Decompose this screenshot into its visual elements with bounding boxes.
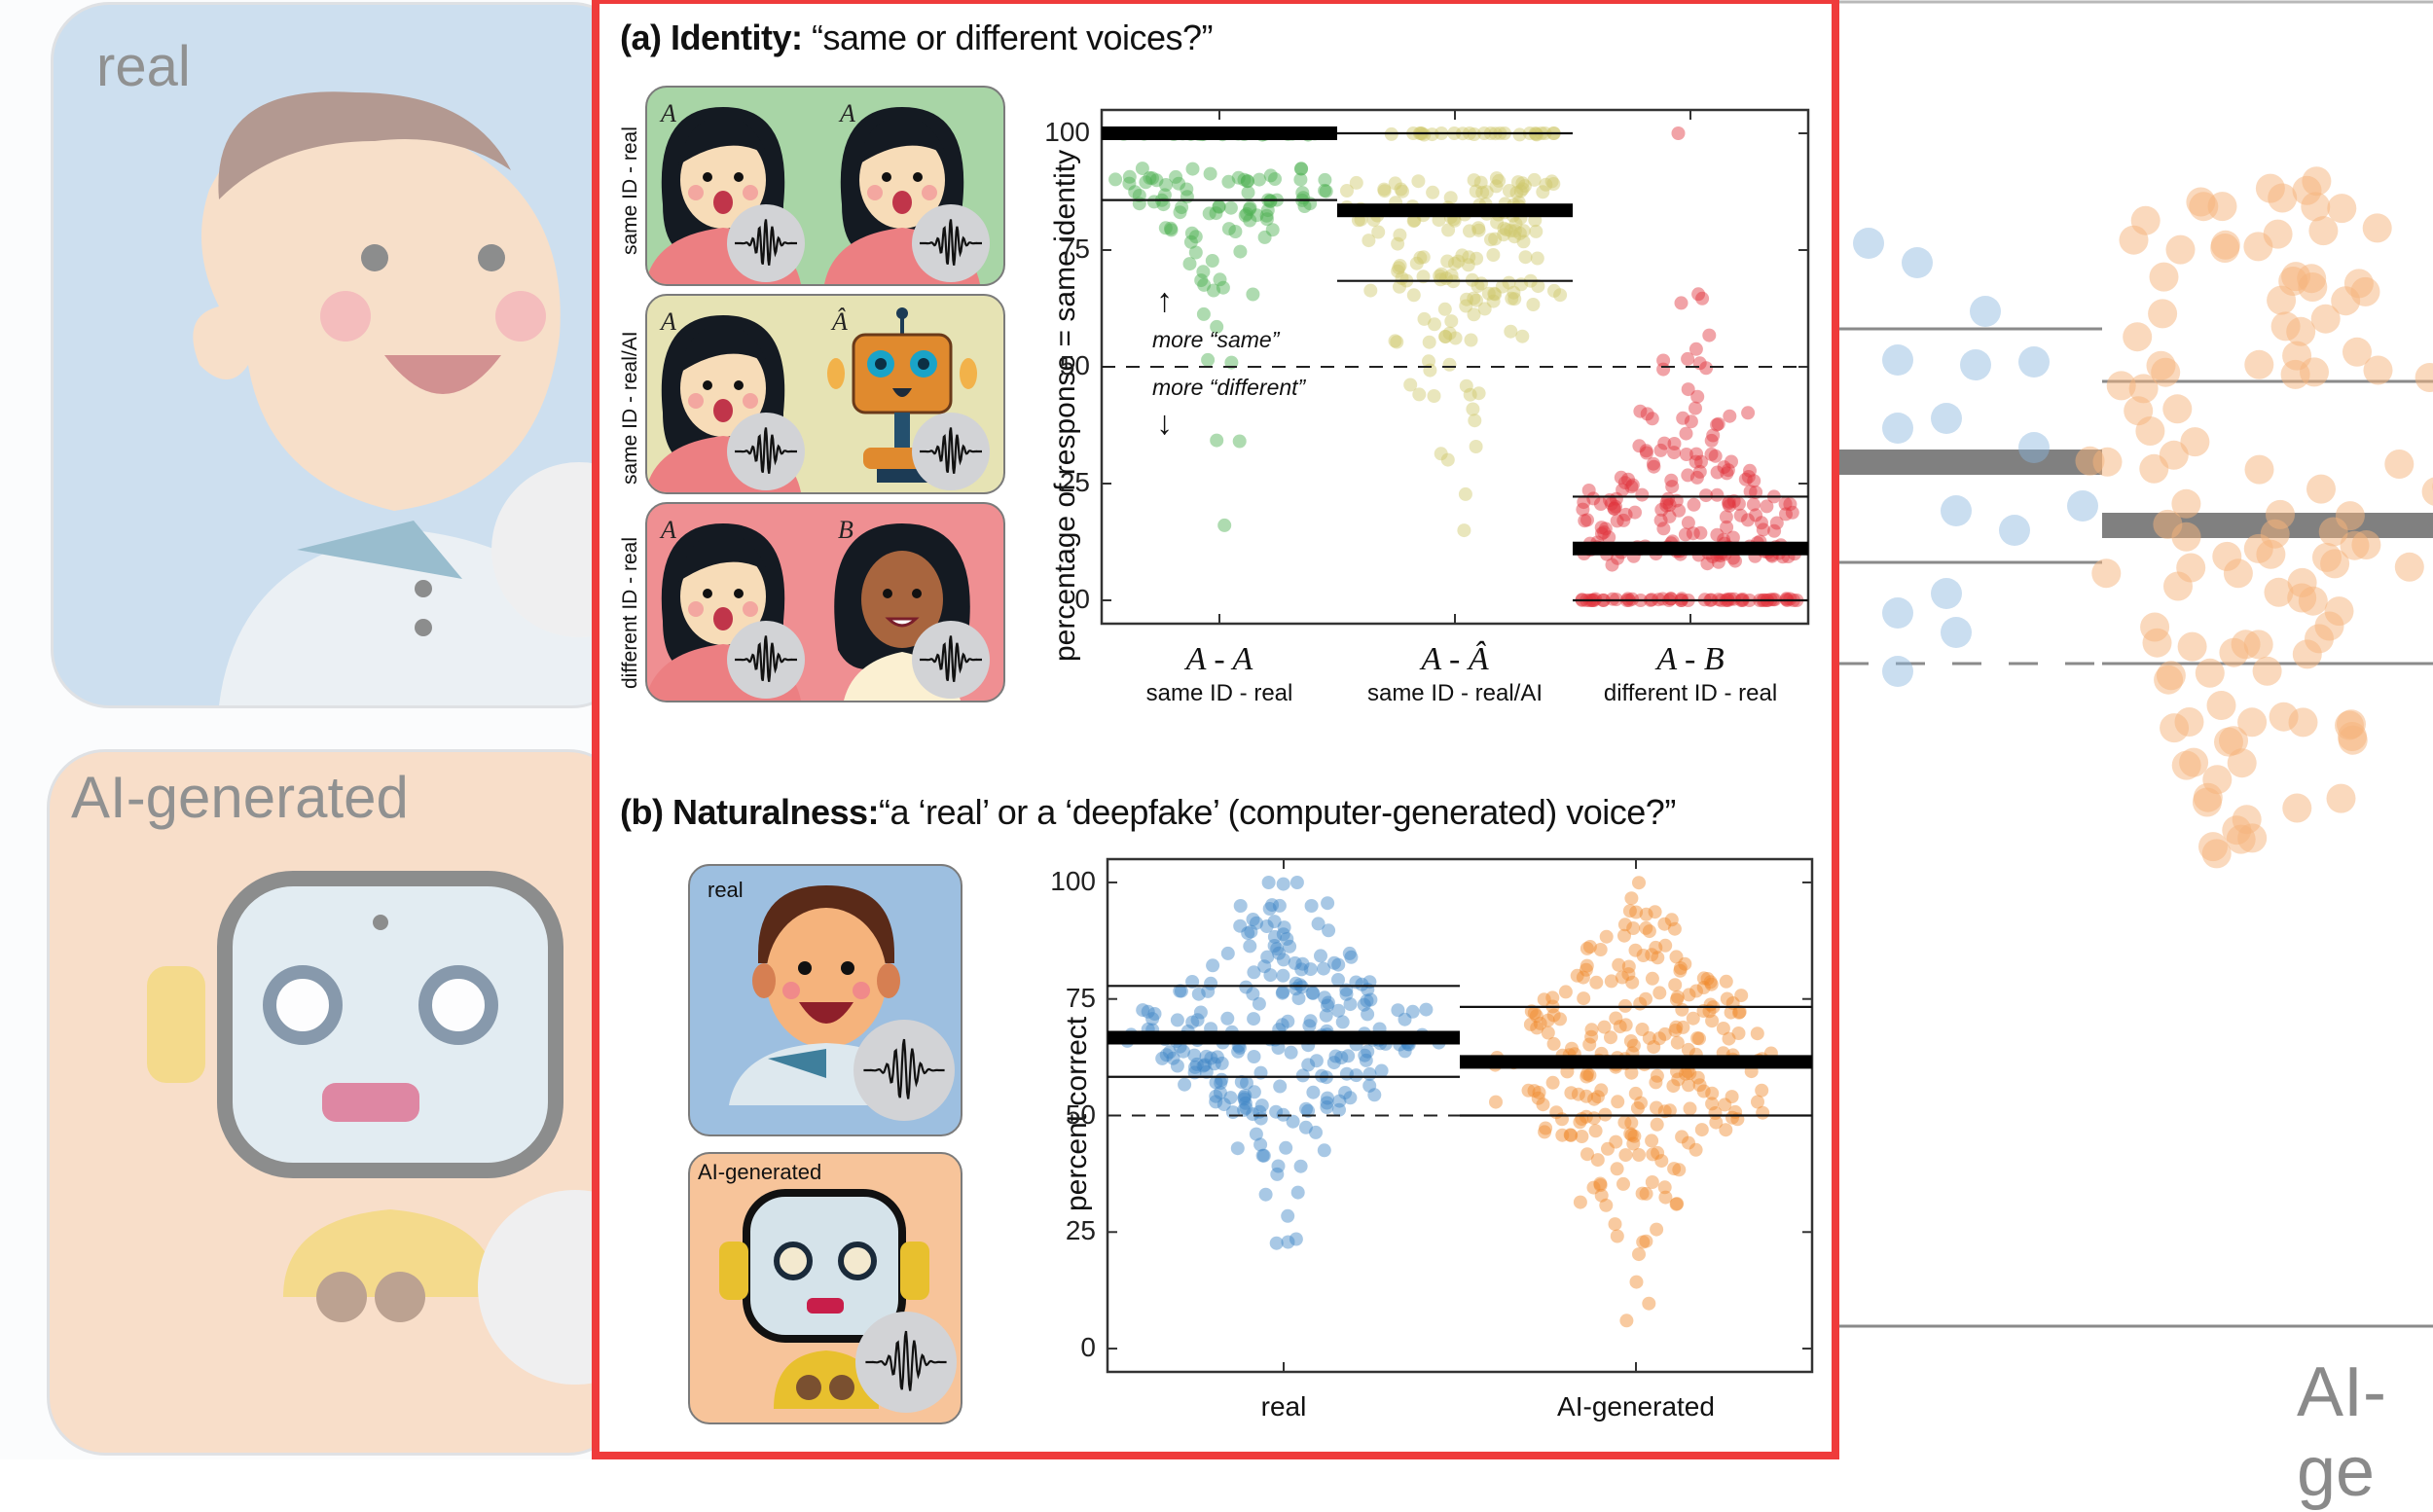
x-category-name: real (1260, 1391, 1307, 1422)
grey-robot-illustration-icon (719, 1189, 957, 1413)
panel-a-title-bold: (a) Identity: (620, 18, 803, 57)
bg-right-chart-fragment (1839, 0, 2433, 1328)
x-category-name: AI-generated (1557, 1391, 1715, 1422)
x-category-label: A - A same ID - real (1073, 641, 1365, 707)
stimulus-card-ai-generated: AI-generated (688, 1152, 962, 1424)
bg-right-partial-label: AI-ge (2297, 1353, 2387, 1511)
panel-a-title: (a) Identity: “same or different voices?… (620, 18, 1214, 58)
voice-letter-left: A (661, 307, 676, 336)
man-illustration-icon (729, 885, 955, 1121)
x-category-name: different ID - real (1603, 680, 1778, 706)
y-tick-label: 50 (1065, 1098, 1096, 1130)
row-label-different-id-real: different ID - real (619, 536, 641, 689)
arrow-down-icon: ↓ (1156, 405, 1173, 442)
panel-b-title-question: “a ‘real’ or a ‘deepfake’ (computer-gene… (879, 792, 1676, 832)
x-category-label: real (1138, 1389, 1430, 1422)
y-tick-label: 75 (1059, 234, 1090, 264)
background-left: real AI-generated (0, 0, 631, 1459)
y-tick-label: 0 (1074, 584, 1090, 614)
robot-illustration-icon (147, 871, 624, 1385)
woman-a-pair-illustration-icon (647, 107, 990, 284)
x-category-name: same ID - real/AI (1366, 680, 1543, 706)
annotation-more-same: more “same” (1152, 327, 1280, 352)
bg-card-real-label: real (96, 35, 191, 98)
y-tick-label: 50 (1059, 350, 1090, 380)
x-category-symbol: A - A (1185, 641, 1253, 677)
bg-card-real: real (51, 2, 631, 708)
stimulus-card-real: real (688, 864, 962, 1136)
man-illustration-icon (193, 91, 628, 705)
x-category-label: A - B different ID - real (1544, 641, 1836, 707)
y-tick-label: 25 (1059, 467, 1090, 497)
voice-letter-left: A (661, 516, 676, 544)
background-right: AI-ge (1839, 0, 2433, 1511)
x-category-label: AI-generated (1490, 1389, 1782, 1422)
y-tick-label: 0 (1080, 1332, 1096, 1363)
voice-letter-right: B (838, 516, 853, 544)
row-label-same-id-real: same ID - real (619, 126, 641, 255)
card-label-real: real (708, 878, 744, 902)
y-tick-label: 100 (1044, 117, 1090, 147)
card-label-ai-generated: AI-generated (698, 1160, 822, 1184)
bg-card-ai: AI-generated (47, 749, 627, 1456)
annotation-more-different: more “different” (1152, 375, 1306, 400)
y-tick-label: 75 (1065, 982, 1096, 1013)
x-category-label: A - Â same ID - real/AI (1309, 641, 1601, 707)
bg-card-ai-label: AI-generated (71, 765, 409, 830)
woman-and-robot-illustration-icon (647, 307, 990, 492)
voice-letter-right: Â (832, 307, 848, 336)
two-women-illustration-icon (647, 523, 990, 701)
x-category-symbol: A - Â (1421, 641, 1489, 677)
y-tick-label: 100 (1050, 865, 1096, 896)
voice-letter-right: A (840, 99, 855, 127)
x-category-name: same ID - real (1145, 680, 1293, 706)
arrow-up-icon: ↑ (1156, 282, 1173, 319)
row-label-same-id-real-ai: same ID - real/AI (619, 331, 641, 485)
y-tick-label: 25 (1065, 1215, 1096, 1246)
voice-letter-left: A (661, 99, 676, 127)
panel-b-title-bold: (b) Naturalness: (620, 792, 880, 832)
panel-b-title: (b) Naturalness:“a ‘real’ or a ‘deepfake… (620, 792, 1676, 833)
x-category-symbol: A - B (1656, 641, 1725, 677)
panel-a-title-question: “same or different voices?” (802, 18, 1214, 57)
